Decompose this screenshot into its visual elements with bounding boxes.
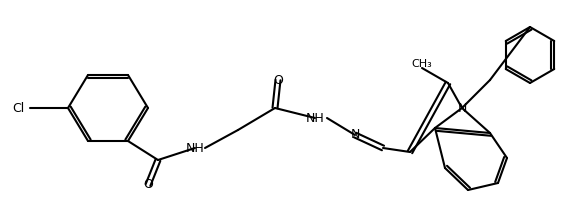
Text: CH₃: CH₃ (412, 59, 432, 69)
Text: O: O (143, 179, 153, 191)
Text: NH: NH (306, 112, 324, 124)
Text: Cl: Cl (12, 101, 24, 115)
Text: O: O (273, 74, 283, 86)
Text: N: N (457, 101, 466, 115)
Text: NH: NH (186, 141, 205, 155)
Text: N: N (350, 128, 360, 141)
